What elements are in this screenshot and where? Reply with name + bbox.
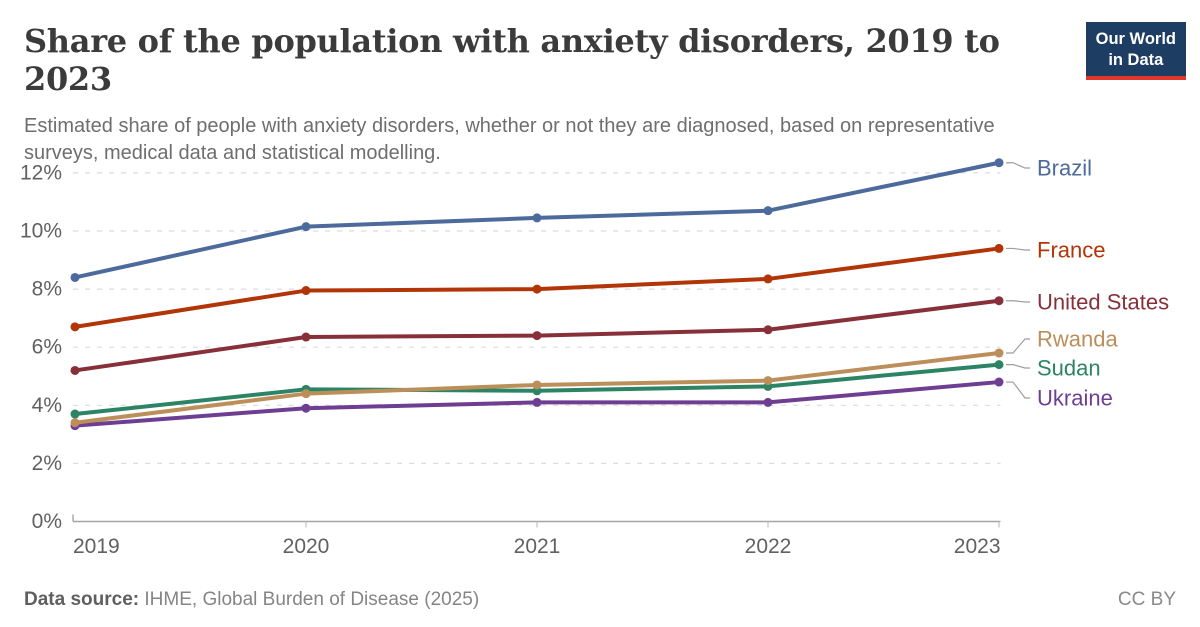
y-axis-tick-label: 2% bbox=[32, 452, 62, 475]
data-point-rwanda[interactable] bbox=[763, 376, 773, 386]
x-axis-tick-label: 2020 bbox=[283, 535, 330, 558]
data-point-france[interactable] bbox=[301, 286, 311, 296]
y-axis-tick-label: 4% bbox=[32, 394, 62, 417]
data-point-ukraine[interactable] bbox=[763, 397, 773, 407]
data-point-united-states[interactable] bbox=[994, 296, 1004, 306]
data-point-ukraine[interactable] bbox=[532, 397, 542, 407]
label-connector-united-states bbox=[1006, 300, 1030, 303]
data-source-value[interactable]: IHME, Global Burden of Disease (2025) bbox=[144, 589, 480, 610]
series-label-sudan[interactable]: Sudan bbox=[1037, 356, 1101, 381]
y-axis-tick-label: 12% bbox=[20, 161, 62, 184]
data-point-sudan[interactable] bbox=[994, 360, 1004, 370]
data-point-rwanda[interactable] bbox=[532, 380, 542, 390]
chart-subtitle: Estimated share of people with anxiety d… bbox=[24, 114, 995, 164]
data-point-rwanda[interactable] bbox=[70, 418, 80, 428]
data-point-united-states[interactable] bbox=[763, 325, 773, 335]
license-link[interactable]: CC BY bbox=[1117, 589, 1176, 610]
data-source-label: Data source: bbox=[24, 589, 140, 610]
data-point-united-states[interactable] bbox=[301, 332, 311, 342]
owid-logo[interactable]: Our World in Data bbox=[1085, 22, 1186, 81]
y-axis-tick-label: 10% bbox=[20, 220, 62, 243]
data-point-united-states[interactable] bbox=[70, 365, 80, 375]
series-label-rwanda[interactable]: Rwanda bbox=[1037, 327, 1118, 352]
x-axis-tick-label: 2023 bbox=[954, 535, 1001, 558]
y-axis-tick-label: 6% bbox=[32, 336, 62, 359]
data-point-rwanda[interactable] bbox=[301, 389, 311, 399]
x-axis-tick-label: 2019 bbox=[73, 535, 120, 558]
chart-footer: Data source: IHME, Global Burden of Dise… bbox=[24, 589, 1176, 611]
owid-logo-line2: in Data bbox=[1108, 51, 1164, 70]
data-point-sudan[interactable] bbox=[70, 409, 80, 419]
owid-logo-line1: Our World bbox=[1095, 30, 1176, 48]
series-label-france[interactable]: France bbox=[1037, 238, 1105, 263]
data-point-france[interactable] bbox=[532, 284, 542, 294]
data-point-france[interactable] bbox=[763, 274, 773, 284]
series-label-brazil[interactable]: Brazil bbox=[1037, 156, 1092, 181]
x-axis-tick-label: 2021 bbox=[514, 535, 561, 558]
y-axis-tick-label: 0% bbox=[32, 510, 62, 533]
data-point-rwanda[interactable] bbox=[994, 348, 1004, 358]
series-label-ukraine[interactable]: Ukraine bbox=[1037, 386, 1113, 411]
label-connector-brazil bbox=[1006, 162, 1030, 169]
data-point-brazil[interactable] bbox=[994, 158, 1004, 168]
data-point-united-states[interactable] bbox=[532, 331, 542, 341]
series-label-united-states[interactable]: United States bbox=[1037, 290, 1169, 315]
data-point-brazil[interactable] bbox=[532, 213, 542, 223]
label-connector-rwanda bbox=[1006, 338, 1030, 354]
data-point-brazil[interactable] bbox=[70, 272, 80, 282]
x-axis-tick-label: 2022 bbox=[745, 535, 792, 558]
data-point-france[interactable] bbox=[994, 243, 1004, 253]
data-point-ukraine[interactable] bbox=[994, 377, 1004, 387]
label-connector-sudan bbox=[1006, 364, 1030, 369]
y-axis-tick-label: 8% bbox=[32, 278, 62, 301]
data-point-ukraine[interactable] bbox=[301, 403, 311, 413]
label-connector-ukraine bbox=[1006, 381, 1030, 399]
data-point-france[interactable] bbox=[70, 322, 80, 332]
chart-header: Share of the population with anxiety dis… bbox=[24, 14, 1064, 167]
data-point-brazil[interactable] bbox=[301, 222, 311, 232]
data-point-brazil[interactable] bbox=[763, 206, 773, 216]
chart-title: Share of the population with anxiety dis… bbox=[24, 22, 1000, 99]
label-connector-france bbox=[1006, 247, 1030, 251]
data-source-line[interactable]: Data source: IHME, Global Burden of Dise… bbox=[24, 589, 479, 611]
